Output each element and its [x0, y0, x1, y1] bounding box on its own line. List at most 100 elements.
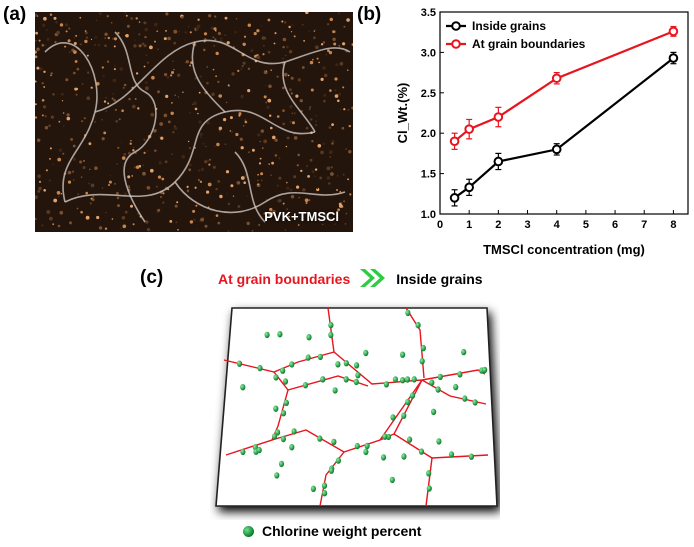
- micrograph-grain-speck: [203, 32, 208, 36]
- micrograph-grain-speck: [108, 184, 110, 186]
- micrograph-grain-speck: [348, 124, 351, 128]
- micrograph-grain-speck: [291, 24, 294, 26]
- micrograph-grain-speck: [158, 161, 162, 165]
- plot-frame: [439, 11, 689, 215]
- micrograph-grain-speck: [343, 108, 346, 111]
- micrograph-grain-speck: [199, 75, 203, 78]
- micrograph-grain-speck: [257, 133, 261, 137]
- micrograph-grain-speck: [322, 41, 326, 44]
- micrograph-grain-speck: [324, 73, 328, 78]
- micrograph-grain-speck: [347, 109, 350, 111]
- micrograph-grain-speck: [163, 37, 167, 41]
- data-point: [493, 156, 504, 167]
- micrograph-grain-speck: [276, 75, 279, 78]
- micrograph-grain-speck: [174, 204, 178, 208]
- micrograph-grain-speck: [238, 112, 242, 116]
- micrograph-grain-speck: [197, 112, 199, 115]
- micrograph-grain-speck: [143, 138, 146, 141]
- micrograph-grain-speck: [72, 170, 74, 173]
- micrograph-grain-speck: [270, 69, 272, 71]
- micrograph-grain-speck: [320, 77, 324, 81]
- micrograph-grain-speck: [56, 191, 61, 195]
- micrograph-grain-speck: [309, 60, 314, 65]
- micrograph-grain-speck: [282, 37, 287, 42]
- micrograph-grain-speck: [194, 186, 197, 189]
- micrograph-grain-speck: [142, 171, 146, 176]
- micrograph-grain-speck: [132, 223, 135, 226]
- micrograph-grain-speck: [101, 187, 104, 189]
- micrograph-grain-speck: [66, 116, 71, 121]
- micrograph-grain-speck: [54, 40, 57, 44]
- micrograph-grain-boundary: [114, 31, 157, 223]
- micrograph-grain-speck: [268, 84, 272, 89]
- micrograph-grain-speck: [246, 221, 250, 226]
- micrograph-grain-speck: [121, 216, 126, 220]
- micrograph-grain-speck: [143, 44, 147, 48]
- grain-diagram: [215, 307, 498, 507]
- micrograph-grain-speck: [123, 83, 127, 87]
- micrograph-grain-speck: [240, 146, 244, 150]
- chlorine-dot: [274, 472, 280, 479]
- micrograph-grain-speck: [265, 101, 268, 104]
- micrograph-grain-speck: [117, 31, 120, 35]
- micrograph-grain-speck: [170, 111, 174, 116]
- micrograph-grain-speck: [274, 34, 276, 36]
- micrograph-grain-speck: [187, 25, 190, 28]
- micrograph-grain-speck: [302, 188, 306, 192]
- chlorine-dot: [457, 371, 463, 378]
- micrograph-grain-speck: [135, 165, 140, 169]
- micrograph-grain-speck: [165, 30, 167, 32]
- micrograph-grain-speck: [263, 95, 267, 99]
- micrograph-grain-speck: [181, 16, 184, 19]
- chlorine-dot: [335, 361, 341, 368]
- micrograph-grain-speck: [195, 27, 199, 31]
- micrograph-grain-boundary: [174, 181, 346, 214]
- x-tick-label: 1: [466, 219, 472, 231]
- chlorine-dot: [289, 361, 295, 368]
- micrograph-grain-speck: [172, 60, 174, 62]
- micrograph-grain-speck: [46, 29, 48, 31]
- micrograph-grain-speck: [286, 181, 288, 184]
- micrograph-grain-speck: [207, 182, 212, 187]
- micrograph-grain-speck: [312, 58, 314, 61]
- micrograph-grain-speck: [288, 25, 291, 29]
- micrograph-grain-speck: [182, 91, 184, 93]
- x-tick-label: 4: [554, 219, 561, 231]
- micrograph-grain-speck: [146, 186, 151, 190]
- micrograph-grain-speck: [337, 208, 340, 212]
- micrograph-grain-speck: [260, 129, 264, 133]
- micrograph-grain-speck: [144, 81, 148, 84]
- micrograph-grain-speck: [214, 15, 217, 18]
- micrograph-grain-speck: [175, 221, 178, 224]
- micrograph-grain-speck: [62, 125, 65, 128]
- micrograph-grain-speck: [69, 51, 71, 53]
- micrograph-grain-speck: [141, 42, 145, 46]
- data-point: [449, 136, 460, 147]
- micrograph-grain-speck: [59, 23, 64, 27]
- micrograph-grain-speck: [278, 176, 282, 180]
- micrograph-grain-speck: [271, 161, 274, 165]
- micrograph-grain-speck: [189, 112, 191, 114]
- micrograph-grain-speck: [50, 72, 53, 75]
- chlorine-dot: [355, 372, 361, 379]
- micrograph-grain-speck: [113, 45, 116, 48]
- micrograph-grain-speck: [329, 156, 331, 158]
- micrograph-grain-speck: [84, 31, 88, 35]
- micrograph-grain-speck: [270, 211, 274, 215]
- micrograph-grain-speck: [80, 210, 83, 214]
- micrograph-grain-speck: [58, 120, 61, 123]
- micrograph-grain-speck: [237, 205, 241, 208]
- micrograph-grain-speck: [83, 160, 85, 162]
- micrograph-grain-speck: [177, 73, 181, 77]
- micrograph-grain-speck: [309, 108, 311, 110]
- chlorine-dot: [468, 453, 474, 460]
- micrograph-grain-speck: [265, 84, 267, 87]
- micrograph-grain-speck: [326, 166, 331, 171]
- micrograph-grain-speck: [285, 54, 287, 57]
- micrograph-grain-speck: [79, 160, 83, 164]
- micrograph-grain-speck: [288, 50, 293, 54]
- micrograph-grain-speck: [304, 198, 309, 202]
- micrograph-grain-speck: [315, 45, 319, 50]
- micrograph-grain-speck: [247, 89, 251, 93]
- micrograph-grain-speck: [253, 54, 257, 58]
